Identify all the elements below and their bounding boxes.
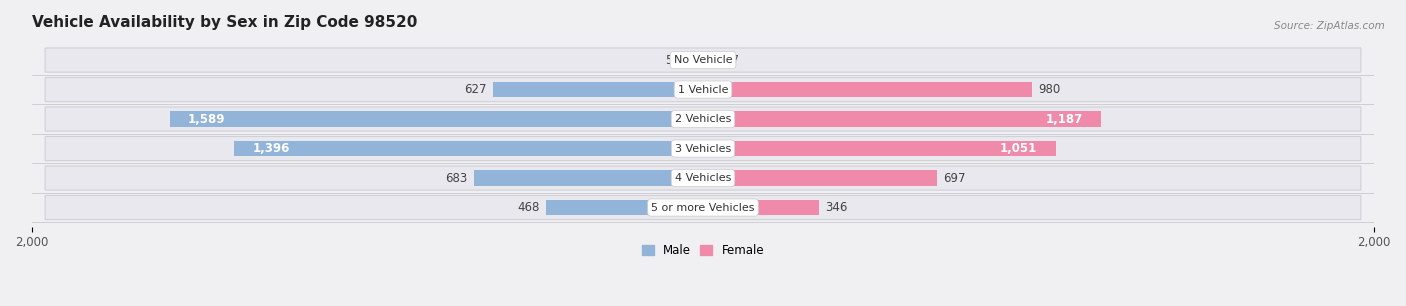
Bar	[703, 111, 1101, 127]
Text: 1,187: 1,187	[1046, 113, 1083, 125]
Text: 346: 346	[825, 201, 848, 214]
Bar	[474, 170, 703, 186]
FancyBboxPatch shape	[45, 196, 1361, 220]
Text: 4 Vehicles: 4 Vehicles	[675, 173, 731, 183]
Bar	[703, 200, 820, 215]
Text: Source: ZipAtlas.com: Source: ZipAtlas.com	[1274, 21, 1385, 32]
Text: 980: 980	[1038, 83, 1060, 96]
Bar	[546, 200, 703, 215]
Text: 1,589: 1,589	[188, 113, 225, 125]
FancyBboxPatch shape	[45, 77, 1361, 102]
Text: 468: 468	[517, 201, 540, 214]
Bar	[492, 82, 703, 97]
Bar	[170, 111, 703, 127]
Bar	[703, 82, 1032, 97]
Text: 3 Vehicles: 3 Vehicles	[675, 144, 731, 154]
Bar	[703, 141, 1056, 156]
Text: 683: 683	[446, 172, 468, 185]
Text: 697: 697	[943, 172, 966, 185]
Bar	[235, 141, 703, 156]
Bar	[703, 170, 936, 186]
Text: 627: 627	[464, 83, 486, 96]
FancyBboxPatch shape	[45, 48, 1361, 72]
Text: No Vehicle: No Vehicle	[673, 55, 733, 65]
Bar	[686, 52, 703, 68]
Text: 1,396: 1,396	[253, 142, 290, 155]
Text: 5 or more Vehicles: 5 or more Vehicles	[651, 203, 755, 213]
Bar	[703, 52, 718, 68]
Text: 50: 50	[665, 54, 681, 67]
Text: 47: 47	[725, 54, 740, 67]
Text: 1 Vehicle: 1 Vehicle	[678, 84, 728, 95]
FancyBboxPatch shape	[45, 136, 1361, 161]
Legend: Male, Female: Male, Female	[637, 239, 769, 262]
FancyBboxPatch shape	[45, 107, 1361, 131]
Text: 1,051: 1,051	[1000, 142, 1038, 155]
Text: Vehicle Availability by Sex in Zip Code 98520: Vehicle Availability by Sex in Zip Code …	[32, 15, 418, 30]
FancyBboxPatch shape	[45, 166, 1361, 190]
Text: 2 Vehicles: 2 Vehicles	[675, 114, 731, 124]
